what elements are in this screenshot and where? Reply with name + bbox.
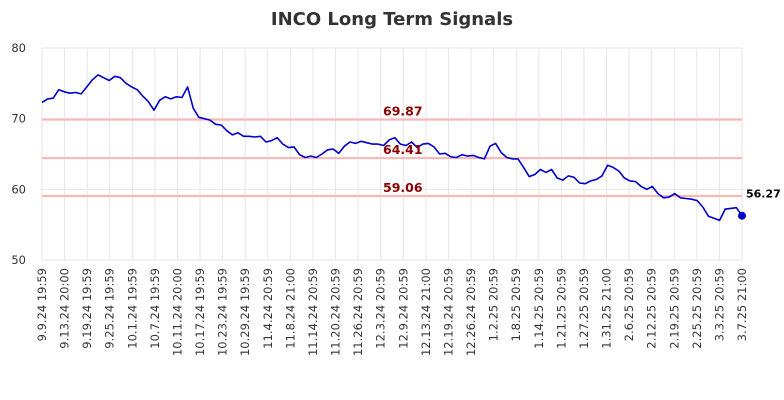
price-line bbox=[41, 74, 743, 222]
x-tick-label: 1.8.25 20:59 bbox=[509, 268, 523, 341]
x-tick-label: 10.11.24 20:00 bbox=[170, 268, 184, 356]
signal-labels: 69.87 64.41 59.06 bbox=[383, 104, 423, 195]
x-tick-label: 12.19.24 20:59 bbox=[441, 268, 455, 356]
last-value-point bbox=[738, 211, 746, 220]
y-axis: 50 60 70 80 bbox=[11, 41, 26, 267]
x-tick-label: 2.6.25 20:59 bbox=[622, 268, 636, 341]
x-tick-label: 2.19.25 20:59 bbox=[667, 268, 681, 349]
x-tick-label: 11.4.24 20:59 bbox=[261, 268, 275, 349]
x-tick-label: 3.3.25 20:59 bbox=[712, 268, 726, 341]
x-tick-label: 9.25.24 19:59 bbox=[103, 268, 117, 349]
x-tick-label: 9.13.24 20:00 bbox=[58, 268, 72, 349]
x-tick-label: 2.12.25 20:59 bbox=[645, 268, 659, 349]
y-tick-label: 50 bbox=[11, 253, 26, 267]
price-series bbox=[41, 74, 743, 222]
x-tick-label: 11.26.24 20:59 bbox=[351, 268, 365, 356]
x-tick-label: 1.14.25 20:59 bbox=[532, 268, 546, 349]
x-tick-label: 11.8.24 21:00 bbox=[283, 268, 297, 349]
x-tick-label: 10.23.24 19:59 bbox=[216, 268, 230, 356]
x-tick-label: 12.9.24 20:59 bbox=[396, 268, 410, 349]
x-tick-label: 2.25.25 20:59 bbox=[690, 268, 704, 349]
grid bbox=[41, 47, 743, 261]
y-tick-label: 80 bbox=[11, 41, 26, 55]
x-tick-label: 1.21.25 20:59 bbox=[554, 268, 568, 349]
x-tick-label: 12.13.24 21:00 bbox=[419, 268, 433, 356]
x-tick-label: 11.14.24 20:59 bbox=[306, 268, 320, 356]
last-value-label: 56.27 bbox=[746, 188, 781, 201]
signal-label: 64.41 bbox=[383, 142, 423, 157]
x-tick-label: 11.20.24 20:59 bbox=[329, 268, 343, 356]
y-tick-label: 60 bbox=[11, 182, 26, 196]
x-tick-label: 1.27.25 20:59 bbox=[577, 268, 591, 349]
signal-label: 59.06 bbox=[383, 180, 423, 195]
x-tick-label: 10.29.24 19:59 bbox=[238, 268, 252, 356]
last-value-group: 56.27 bbox=[738, 188, 781, 220]
x-tick-label: 10.7.24 19:59 bbox=[148, 268, 162, 349]
x-tick-label: 1.31.25 21:00 bbox=[600, 268, 614, 349]
y-tick-label: 70 bbox=[11, 112, 26, 126]
x-tick-label: 9.9.24 19:59 bbox=[35, 268, 49, 341]
signal-lines bbox=[42, 118, 742, 197]
x-tick-label: 10.17.24 19:59 bbox=[193, 268, 207, 356]
x-axis: 9.9.24 19:59 9.13.24 20:00 9.19.24 19:59 9.… bbox=[35, 268, 749, 356]
x-tick-label: 12.3.24 20:59 bbox=[374, 268, 388, 349]
x-tick-label: 10.1.24 19:59 bbox=[125, 268, 139, 349]
x-tick-label: 12.26.24 20:59 bbox=[464, 268, 478, 356]
x-tick-label: 1.2.25 20:59 bbox=[487, 268, 501, 341]
signal-label: 69.87 bbox=[383, 104, 423, 119]
x-tick-label: 3.7.25 21:00 bbox=[735, 268, 749, 341]
x-tick-label: 9.19.24 19:59 bbox=[80, 268, 94, 349]
chart-title: INCO Long Term Signals bbox=[271, 9, 513, 30]
